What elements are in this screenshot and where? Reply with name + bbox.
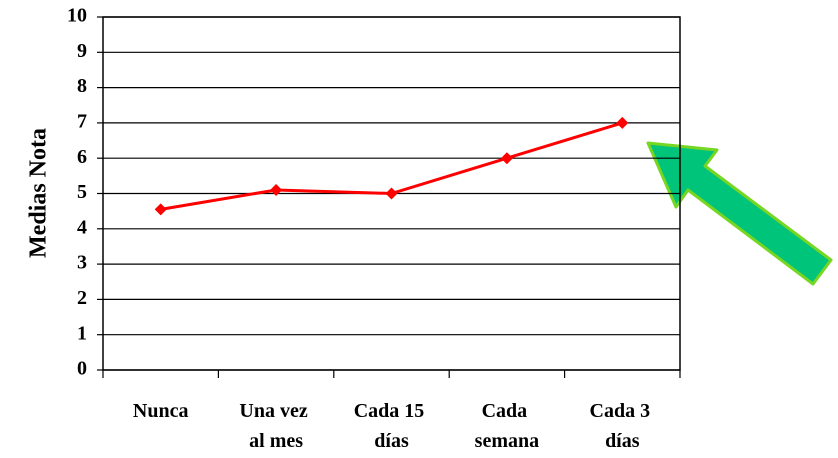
- y-tick-label: 0: [77, 358, 87, 380]
- y-tick-label: 3: [77, 252, 87, 274]
- y-tick-label: 8: [77, 75, 87, 97]
- data-point: [500, 152, 513, 165]
- y-tick-label: 6: [77, 146, 87, 168]
- x-tick-label: Cada semana: [475, 400, 539, 452]
- plot-border: [102, 16, 681, 371]
- data-point: [270, 183, 283, 196]
- y-tick-label: 7: [77, 110, 87, 132]
- data-point: [616, 116, 629, 129]
- y-tick-label: 1: [77, 322, 87, 344]
- y-axis-label: Medias Nota: [26, 128, 52, 258]
- data-point: [385, 187, 398, 200]
- y-tick-label: 5: [77, 181, 87, 203]
- x-tick-label: Cada 15 días: [354, 400, 430, 452]
- y-tick-label: 9: [77, 40, 87, 62]
- arrow-annotation: [646, 141, 833, 286]
- y-tick-label: 10: [67, 5, 87, 27]
- x-tick-label: Nunca: [133, 400, 189, 422]
- x-tick-label: Cada 3 días: [590, 400, 656, 452]
- y-tick-label: 4: [77, 216, 87, 238]
- data-point: [154, 203, 167, 216]
- x-tick-label: Una vez al mes: [239, 400, 312, 452]
- y-tick-label: 2: [77, 287, 87, 309]
